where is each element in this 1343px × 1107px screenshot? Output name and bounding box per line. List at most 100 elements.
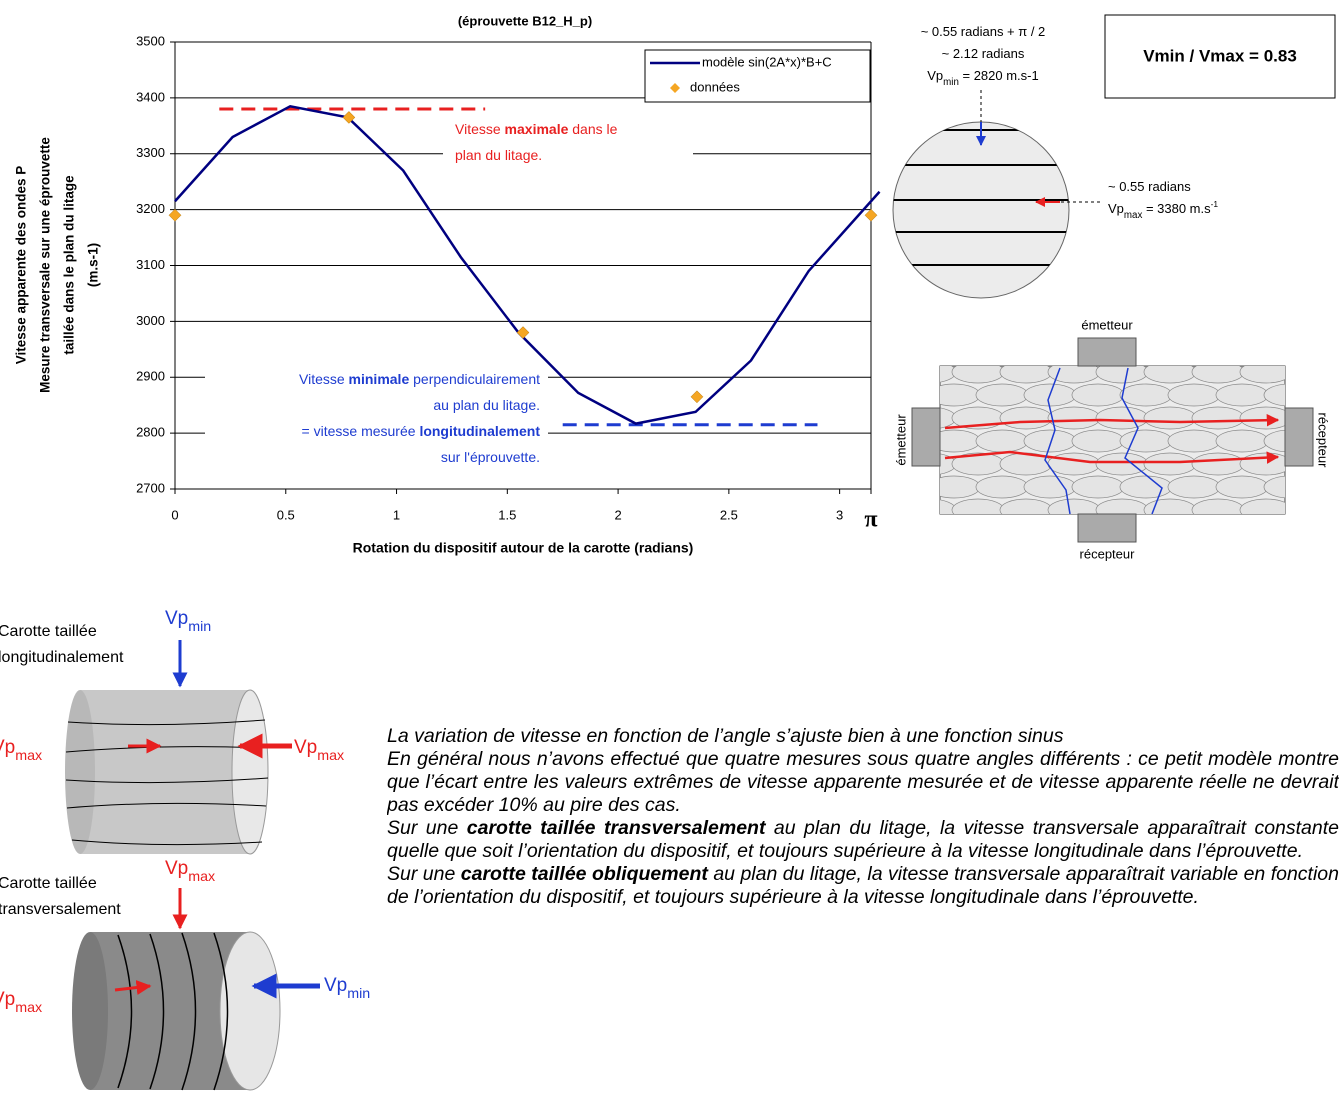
rich-text: Vitesse maximale dans le	[455, 121, 618, 137]
core-longitudinal	[65, 640, 292, 855]
rich-text: ~ 2.12 radians	[942, 46, 1025, 61]
x-tick-label: 0.5	[277, 507, 295, 522]
text-part: min	[943, 77, 959, 88]
text-part: max	[188, 869, 215, 885]
text-part: dans le	[568, 121, 617, 137]
grain	[940, 383, 981, 407]
grain	[975, 429, 1029, 453]
y-tick-label: 3000	[136, 313, 165, 328]
grain	[1239, 366, 1285, 384]
rich-text: plan du litage.	[455, 147, 542, 163]
ratio-box	[1104, 14, 1336, 99]
text-part: ~ 2.12 radians	[942, 46, 1025, 61]
text-part: max	[317, 748, 344, 764]
cylinder-face	[231, 689, 269, 855]
grain	[1239, 498, 1285, 514]
ray	[1044, 367, 1071, 515]
paragraph: La variation de vitesse en fonction de l…	[387, 725, 1339, 748]
rich-text: Vpmax	[0, 989, 42, 1016]
text-part: Vp	[927, 68, 943, 83]
text-part: Vitesse	[455, 121, 505, 137]
sample-diagram: émetteur récepteur émetteur récepteur	[893, 317, 1330, 561]
rich-text: Vpmin	[165, 608, 211, 635]
text-part: max	[15, 1000, 42, 1016]
transducer	[1284, 407, 1314, 467]
grain	[1143, 406, 1197, 430]
text-part: = vitesse mesurée	[302, 423, 420, 439]
text-part: au plan du litage.	[433, 397, 540, 413]
ray	[944, 450, 1280, 464]
text-part: Vp	[294, 737, 317, 758]
rich-text: au plan du litage.	[433, 397, 540, 413]
transducer	[911, 407, 941, 467]
grain	[951, 366, 1005, 384]
transducer	[1077, 513, 1137, 543]
data-point	[342, 111, 356, 124]
x-tick-label: 2	[614, 507, 621, 522]
grain	[951, 498, 1005, 514]
grain	[1143, 452, 1197, 476]
grain	[1191, 406, 1245, 430]
label: émetteur	[893, 414, 908, 466]
label: récepteur	[1316, 413, 1331, 469]
y-tick-label: 2900	[136, 369, 165, 384]
y-tick-label: 3100	[136, 257, 165, 272]
grain	[1023, 475, 1077, 499]
y-tick-label: 3300	[136, 145, 165, 160]
grain	[1119, 429, 1173, 453]
arrow	[114, 980, 152, 995]
grain	[1071, 429, 1125, 453]
rich-text: Vpmax	[0, 737, 42, 764]
grain	[1191, 452, 1245, 476]
text-part: max	[15, 748, 42, 764]
body-text: La variation de vitesse en fonction de l…	[387, 725, 1339, 909]
paragraph: Sur une carotte taillée transversalement…	[387, 817, 1339, 863]
data-point	[516, 326, 530, 339]
grain	[1023, 429, 1077, 453]
text-part: au plan du litage, la vitesse transversa…	[387, 817, 1339, 862]
y-axis-label: Mesure transversale sur une éprouvette	[38, 137, 53, 393]
y-tick-label: 3500	[136, 33, 165, 48]
grain	[1143, 498, 1197, 514]
rich-text: Vpmin = 2820 m.s-1	[927, 68, 1038, 88]
y-axis-label: taillée dans le plan du litage	[62, 175, 77, 355]
grains	[940, 366, 1285, 514]
grain	[1215, 475, 1269, 499]
y-tick-label: 3200	[136, 201, 165, 216]
paragraph: Sur une carotte taillée obliquement au p…	[387, 863, 1339, 909]
annotation-bg	[205, 366, 548, 474]
grain	[1215, 429, 1269, 453]
grain	[1215, 383, 1269, 407]
grain	[1239, 406, 1285, 430]
text-part: carotte taillée obliquement	[460, 863, 708, 885]
ratio-text: Vmin / Vmax = 0.83	[1143, 46, 1297, 65]
grain	[1263, 383, 1285, 407]
text-part: Sur une	[387, 863, 461, 885]
y-axis-label: (m.s-1)	[86, 243, 101, 287]
grain	[1167, 429, 1221, 453]
legend-label: données	[690, 79, 740, 94]
cylinder	[72, 932, 108, 1090]
grain	[1239, 452, 1285, 476]
text-part: Vp	[0, 989, 15, 1010]
y-axis-label: Vitesse apparente des ondes P	[14, 166, 29, 365]
x-tick-label: 1.5	[498, 507, 516, 522]
ray	[1121, 367, 1163, 515]
rich-text: Vpmax	[294, 737, 344, 764]
text-part: maximale	[505, 121, 569, 137]
core-label: transversalement	[0, 901, 121, 918]
grain	[1047, 406, 1101, 430]
text-part: min	[347, 986, 370, 1002]
text-part: au plan du litage, la vitesse transversa…	[387, 863, 1339, 908]
core-transversal	[72, 888, 320, 1091]
grain	[1095, 452, 1149, 476]
transducer	[1077, 337, 1137, 367]
rich-text: Vpmax = 3380 m.s-1	[1108, 199, 1218, 221]
x-axis-label: Rotation du dispositif autour de la caro…	[353, 540, 694, 556]
text-part: max	[1124, 210, 1143, 221]
grain	[1143, 366, 1197, 384]
x-tick-label: 0	[171, 507, 178, 522]
grain	[999, 366, 1053, 384]
y-tick-label: 3400	[136, 89, 165, 104]
